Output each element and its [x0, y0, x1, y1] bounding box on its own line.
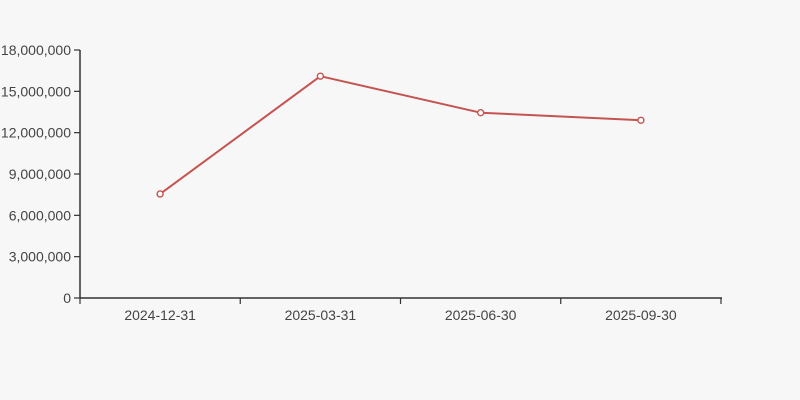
data-point-marker[interactable] — [156, 190, 164, 198]
y-axis-tick-label: 3,000,000 — [9, 249, 71, 265]
y-axis-tick-label: 12,000,000 — [1, 125, 71, 141]
x-axis-category-label: 2025-06-30 — [445, 307, 517, 323]
x-axis-category-label: 2025-03-31 — [285, 307, 357, 323]
y-axis-tick-label: 18,000,000 — [1, 42, 71, 58]
data-point-marker[interactable] — [476, 108, 485, 117]
y-axis-tick-label: 9,000,000 — [9, 166, 71, 182]
data-point-marker[interactable] — [637, 116, 645, 124]
x-axis-category-label: 2024-12-31 — [124, 307, 196, 323]
data-point-marker[interactable] — [316, 72, 325, 80]
y-axis-tick-label: 6,000,000 — [9, 207, 71, 223]
y-axis-tick-label: 15,000,000 — [1, 83, 71, 99]
series-line — [159, 75, 642, 195]
y-axis-tick-label: 0 — [63, 290, 71, 306]
x-axis-category-label: 2025-09-30 — [605, 307, 677, 323]
